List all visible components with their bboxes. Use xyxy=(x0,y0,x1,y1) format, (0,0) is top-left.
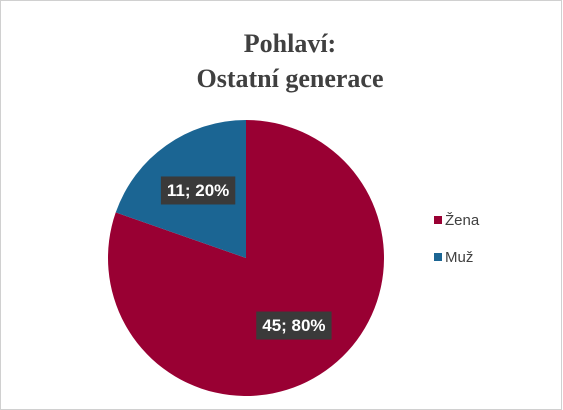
data-label: 45; 80% xyxy=(262,316,325,335)
legend-swatch xyxy=(434,253,442,261)
data-label-box xyxy=(160,176,236,205)
chart-title: Ostatní generace xyxy=(196,64,383,93)
legend-swatch xyxy=(434,216,442,224)
chart-title: Pohlaví: xyxy=(244,29,336,58)
legend-label: Muž xyxy=(445,249,473,266)
legend-label: Žena xyxy=(445,212,480,229)
data-label: 11; 20% xyxy=(167,181,229,200)
data-label-box xyxy=(256,311,332,340)
